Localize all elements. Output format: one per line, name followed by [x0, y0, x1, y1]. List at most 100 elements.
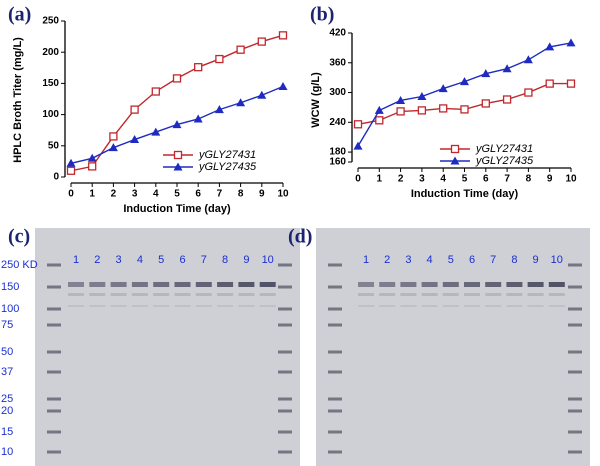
lane-label: 6 — [179, 254, 185, 266]
ladder-band — [47, 263, 61, 267]
protein-band — [259, 282, 276, 287]
marker — [172, 120, 182, 129]
lane-label: 7 — [201, 254, 207, 266]
minor-band — [379, 305, 396, 307]
x-tick-label: 1 — [89, 189, 95, 200]
minor-band — [110, 305, 127, 307]
minor-band — [238, 293, 255, 296]
ladder-band — [568, 409, 582, 413]
y-tick-label: 240 — [329, 117, 346, 128]
marker — [545, 79, 554, 88]
minor-band — [464, 305, 480, 307]
protein-band — [506, 282, 523, 287]
marker — [214, 105, 224, 114]
y-tick-label: 420 — [329, 28, 346, 39]
legend-marker — [173, 150, 183, 160]
ladder-band — [328, 397, 342, 401]
marker — [215, 54, 224, 64]
marker-label: 10 — [1, 446, 13, 458]
ladder-band — [328, 409, 342, 413]
ladder-band — [278, 285, 292, 289]
y-tick-label: 50 — [48, 140, 60, 151]
marker — [502, 95, 512, 104]
marker — [109, 132, 118, 141]
marker — [278, 82, 288, 91]
minor-band — [68, 293, 84, 296]
protein-band — [464, 282, 480, 287]
x-tick-label: 2 — [398, 174, 404, 185]
ladder-band — [328, 285, 342, 289]
minor-band — [421, 293, 438, 296]
minor-band — [527, 293, 544, 296]
marker — [151, 127, 161, 136]
marker — [172, 74, 182, 83]
marker — [88, 162, 97, 171]
y-tick-label: 160 — [329, 157, 346, 168]
marker — [417, 92, 427, 101]
y-tick-label: 100 — [42, 109, 59, 120]
lane-label: 3 — [116, 254, 122, 266]
gel-image — [35, 228, 300, 466]
x-axis-title: Induction Time (day) — [411, 188, 519, 200]
y-tick-label: 250 — [42, 16, 59, 27]
minor-band — [442, 305, 459, 307]
minor-band — [131, 293, 148, 296]
panel-label: (c) — [8, 226, 30, 248]
legend-marker — [450, 144, 460, 154]
x-tick-label: 7 — [217, 189, 223, 200]
minor-band — [259, 293, 276, 296]
marker — [108, 143, 118, 152]
ladder-band — [568, 285, 582, 289]
y-axis-title: WCW (g/L) — [310, 72, 322, 128]
lane-label: 10 — [551, 254, 563, 266]
x-tick-label: 4 — [440, 174, 446, 185]
minor-band — [217, 293, 234, 296]
ladder-band — [568, 397, 582, 401]
minor-band — [68, 305, 84, 307]
x-tick-label: 9 — [547, 174, 553, 185]
lane-label: 1 — [363, 254, 369, 266]
protein-band — [379, 282, 396, 287]
panel-label: (d) — [288, 226, 312, 248]
protein-band — [548, 282, 565, 287]
marker — [353, 141, 363, 150]
minor-band — [153, 293, 170, 296]
minor-band — [259, 305, 276, 307]
minor-band — [506, 305, 523, 307]
marker — [439, 104, 448, 113]
minor-band — [195, 305, 212, 307]
legend-label: yGLY27431 — [198, 149, 256, 161]
x-axis-title: Induction Time (day) — [123, 203, 231, 215]
marker — [130, 135, 140, 144]
ladder-band — [47, 397, 61, 401]
protein-band — [400, 282, 417, 287]
legend-label: yGLY27431 — [475, 143, 533, 155]
lane-label: 5 — [158, 254, 164, 266]
lane-label: 1 — [73, 254, 79, 266]
marker — [151, 87, 160, 96]
panel-label: (a) — [8, 4, 31, 26]
x-tick-label: 8 — [238, 189, 244, 200]
marker — [502, 64, 512, 73]
marker — [257, 90, 267, 99]
protein-band — [217, 282, 234, 287]
minor-band — [131, 305, 148, 307]
x-tick-label: 0 — [68, 189, 74, 200]
minor-band — [379, 293, 396, 296]
ladder-band — [328, 450, 342, 454]
minor-band — [195, 293, 212, 296]
ladder-band — [278, 323, 292, 327]
ladder-band — [568, 450, 582, 454]
minor-band — [217, 305, 234, 307]
x-tick-label: 2 — [111, 189, 117, 200]
lane-label: 8 — [222, 254, 228, 266]
x-tick-label: 7 — [504, 174, 510, 185]
marker — [566, 79, 576, 88]
marker-label: 20 — [1, 405, 13, 417]
lane-label: 9 — [533, 254, 539, 266]
lane-label: 7 — [490, 254, 496, 266]
ladder-band — [568, 370, 582, 374]
marker — [375, 116, 384, 125]
minor-band — [421, 305, 438, 307]
